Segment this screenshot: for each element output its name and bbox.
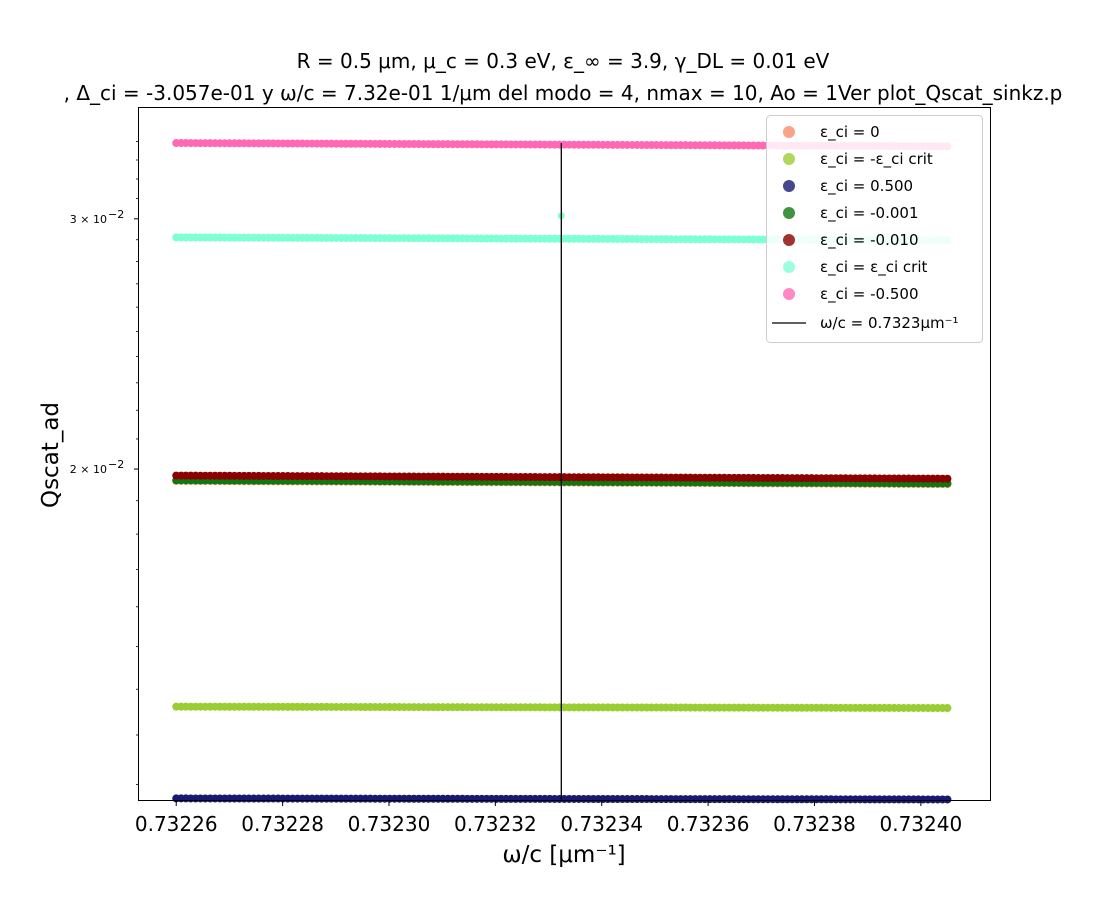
legend-label: ε_ci = 0.500 xyxy=(820,177,913,196)
chart-title-line2: , Δ_ci = -3.057e-01 y ω/c = 7.32e-01 1/μ… xyxy=(64,81,1063,105)
data-point xyxy=(943,704,952,713)
series-4 xyxy=(172,471,952,483)
legend-marker xyxy=(783,180,795,192)
x-tick-label: 0.73228 xyxy=(241,812,324,836)
legend-label: ε_ci = -0.010 xyxy=(820,231,918,250)
data-point xyxy=(943,474,952,483)
legend-marker xyxy=(783,153,795,165)
plot-area-frame xyxy=(138,107,991,801)
y-tick-exponent: −2 xyxy=(108,458,124,471)
x-tick-layer: 0.73226 0.73228 0.73230 0.73232 0.73234 0.732… xyxy=(135,800,962,836)
legend-label: ε_ci = -0.500 xyxy=(820,285,918,304)
x-tick-label: 0.73226 xyxy=(135,812,218,836)
legend-marker xyxy=(783,126,795,138)
legend-entry: ε_ci = ε_ci crit xyxy=(783,258,927,277)
chart-title-line1: R = 0.5 μm, μ_c = 0.3 eV, ε_∞ = 3.9, γ_D… xyxy=(297,49,830,73)
x-tick-label: 0.73236 xyxy=(667,812,750,836)
x-tick-label: 0.73234 xyxy=(560,812,643,836)
legend-marker xyxy=(783,288,795,300)
legend-label: ε_ci = -0.001 xyxy=(820,204,918,223)
legend-frame xyxy=(766,115,983,343)
legend-entry: ε_ci = 0.500 xyxy=(783,177,913,196)
legend-label: ε_ci = -ε_ci crit xyxy=(820,150,933,169)
y-axis-label: Qscat_ad xyxy=(38,402,64,508)
legend-entry: ε_ci = -ε_ci crit xyxy=(783,150,933,169)
legend: ε_ci = 0 ε_ci = -ε_ci crit ε_ci = 0.500 ε_c… xyxy=(766,115,983,343)
y-tick-label: 2 × 10 xyxy=(70,463,107,476)
legend-label: ε_ci = ε_ci crit xyxy=(820,258,927,277)
y-tick-layer: 3 × 10 −22 × 10 −2 xyxy=(70,141,139,785)
legend-label: ω/c = 0.7323μm⁻¹ xyxy=(820,314,959,332)
x-tick-label: 0.73238 xyxy=(773,812,856,836)
y-tick-label: 3 × 10 xyxy=(70,213,107,226)
legend-entry-vline: ω/c = 0.7323μm⁻¹ xyxy=(772,314,959,332)
data-point xyxy=(943,795,952,804)
x-tick-label: 0.73232 xyxy=(454,812,537,836)
legend-entry: ε_ci = -0.010 xyxy=(783,231,918,250)
y-tick-exponent: −2 xyxy=(108,208,124,221)
legend-entry: ε_ci = -0.500 xyxy=(783,285,918,304)
series-1 xyxy=(172,702,952,713)
x-tick-label: 0.73240 xyxy=(879,812,962,836)
x-tick-label: 0.73230 xyxy=(348,812,431,836)
legend-label: ε_ci = 0 xyxy=(820,123,880,142)
legend-marker xyxy=(783,234,795,246)
legend-entry: ε_ci = 0 xyxy=(783,123,880,142)
x-axis-label: ω/c [μm⁻¹] xyxy=(502,842,625,868)
legend-marker xyxy=(783,261,795,273)
legend-entry: ε_ci = -0.001 xyxy=(783,204,918,223)
legend-marker xyxy=(783,207,795,219)
